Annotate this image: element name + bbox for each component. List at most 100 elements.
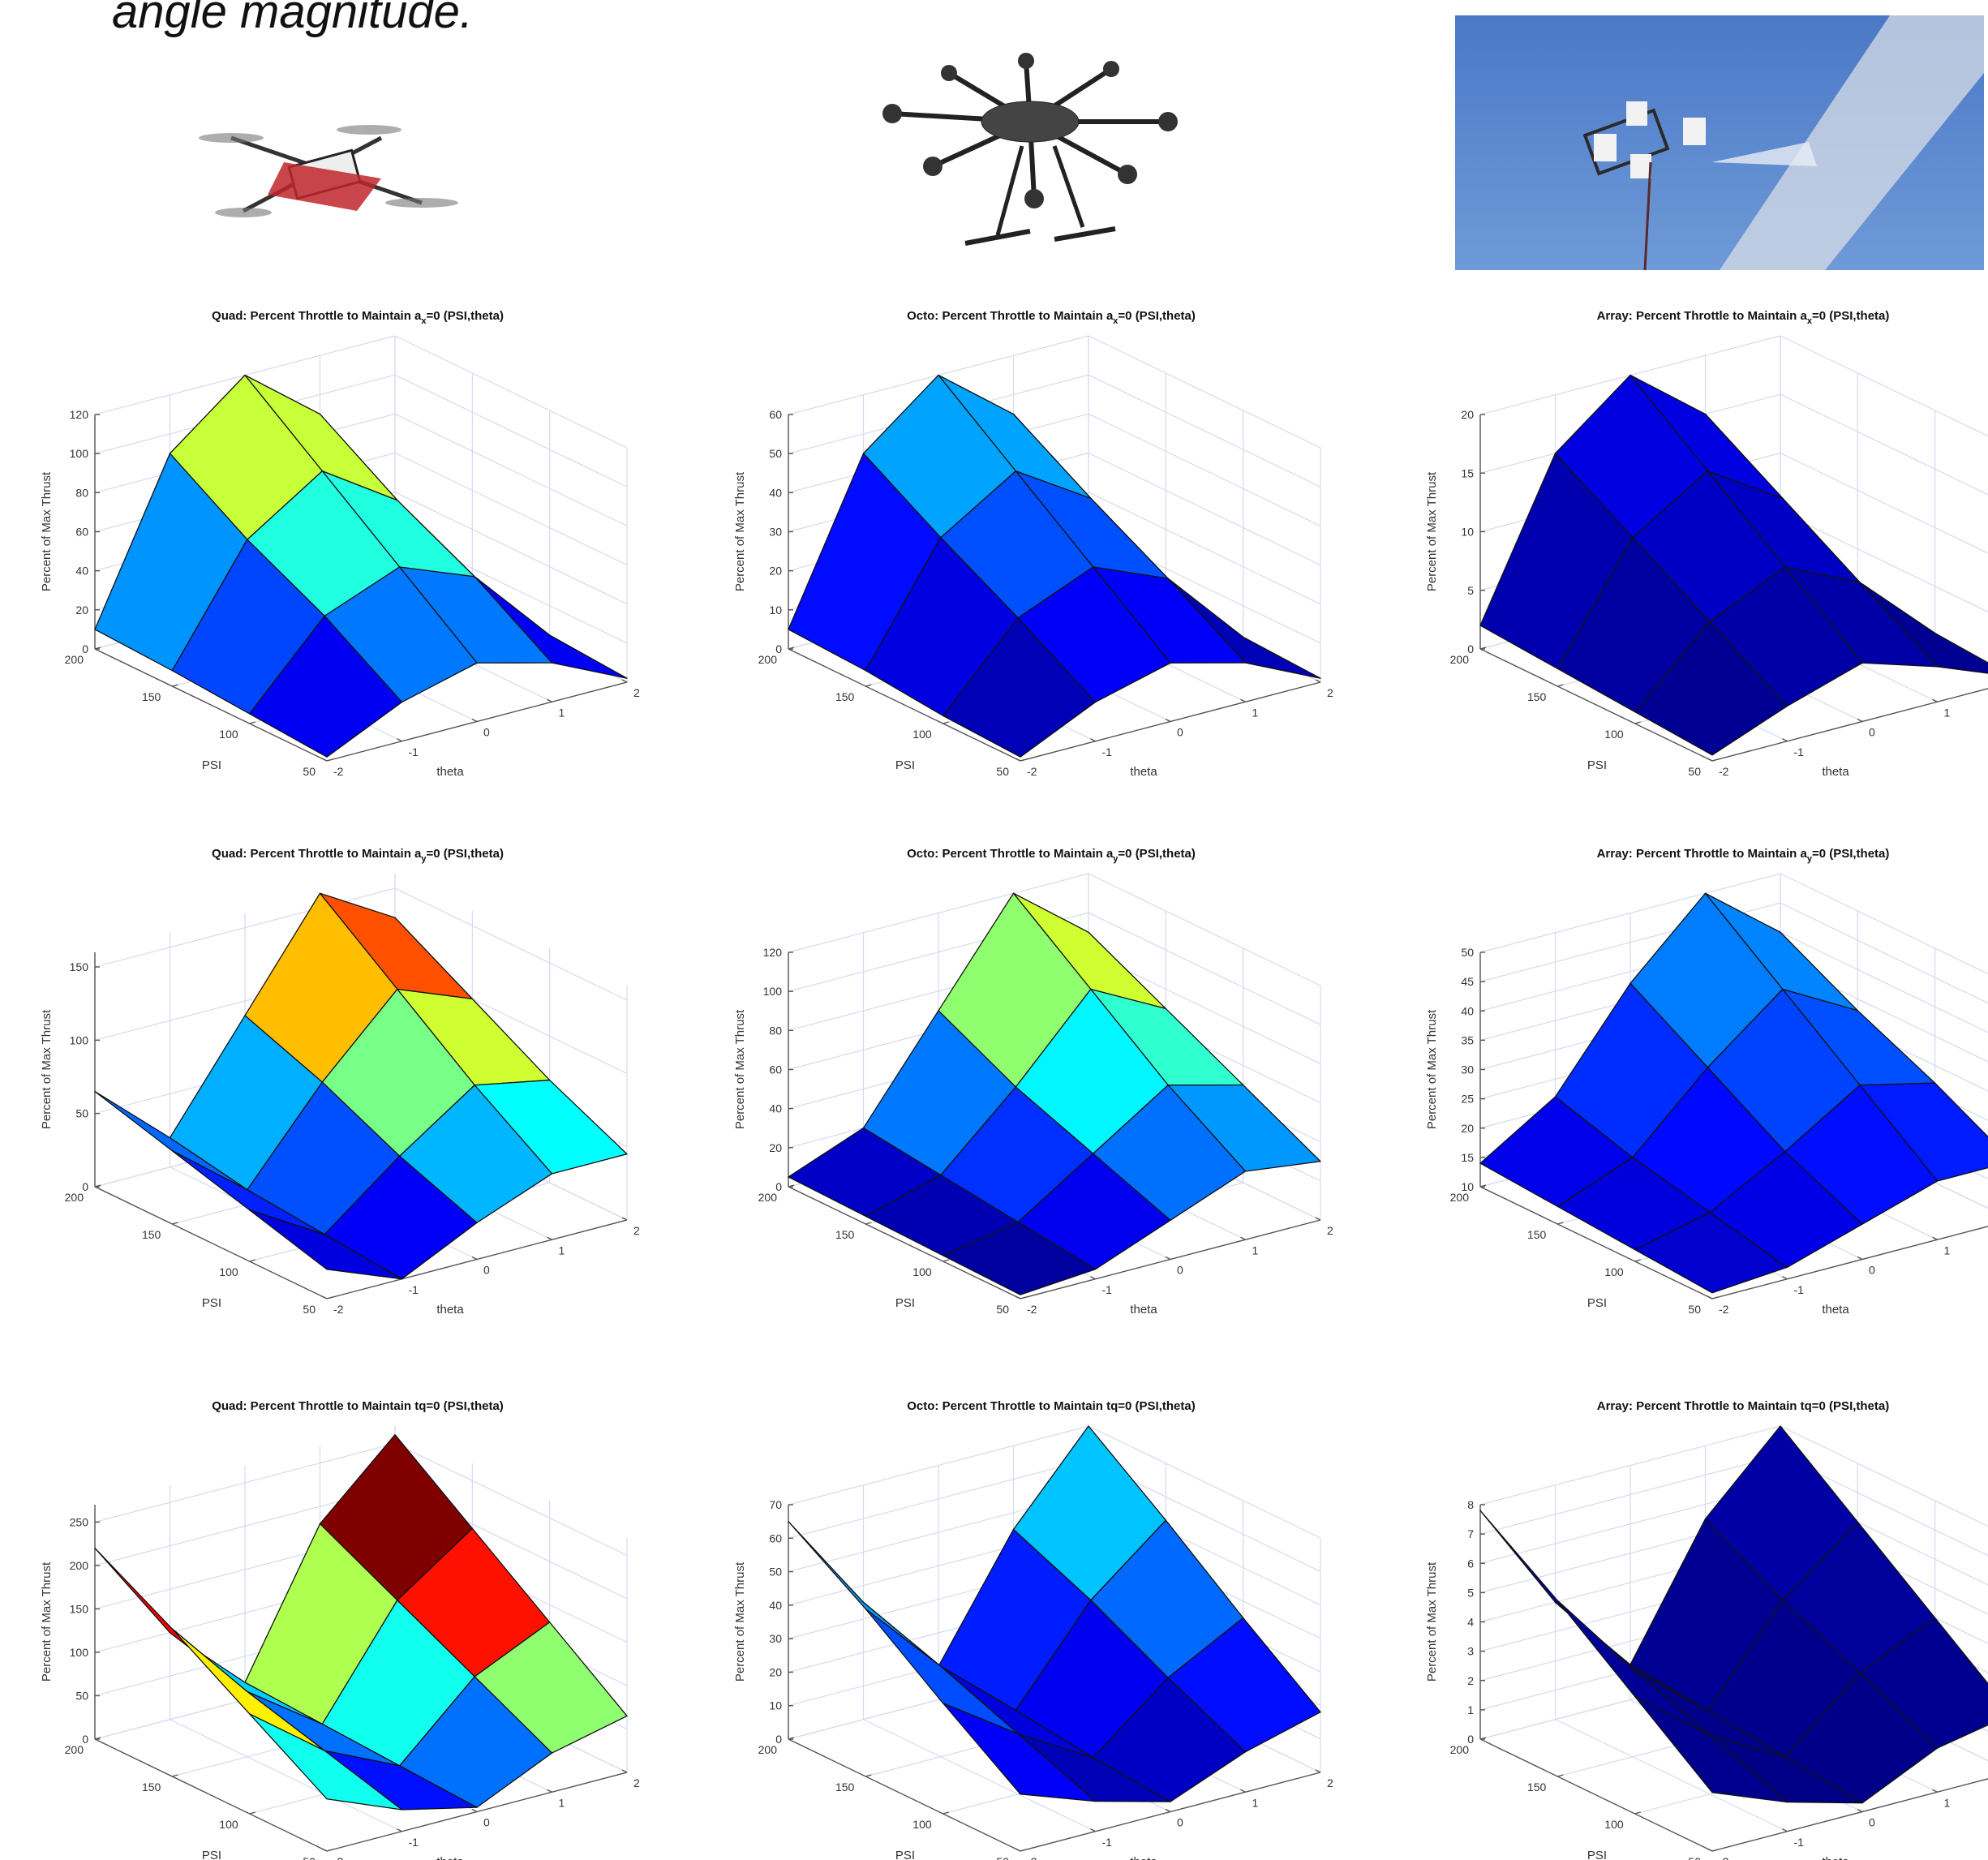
z-tick-label: 60 — [769, 408, 782, 421]
z-tick-label: 10 — [769, 1699, 782, 1712]
grid-line — [1780, 394, 1988, 506]
surface-chart: Array: Percent Throttle to Maintain ay=0… — [1425, 847, 1988, 1317]
z-tick-label: 20 — [1461, 408, 1474, 421]
tick-mark — [1635, 1812, 1641, 1814]
y-axis-label: PSI — [1587, 1296, 1607, 1310]
surface-chart: Array: Percent Throttle to Maintain ax=0… — [1425, 309, 1988, 779]
x-tick-label: 0 — [1177, 1264, 1183, 1277]
surface-chart: Quad: Percent Throttle to Maintain ay=0 … — [40, 847, 640, 1317]
tick-mark — [1091, 739, 1096, 741]
chart-title: Quad: Percent Throttle to Maintain tq=0 … — [212, 1399, 504, 1413]
tick-mark — [622, 1770, 627, 1772]
title-part: =0 (PSI,theta) — [427, 847, 504, 861]
tick-mark — [1166, 720, 1170, 722]
z-axis-label: Percent of Max Thrust — [1425, 1561, 1439, 1682]
slide: angle magnitude. — [0, 0, 1988, 1860]
tick-mark — [1712, 759, 1718, 761]
title-part: =0 (PSI,theta) — [1118, 309, 1195, 323]
tick-mark — [547, 699, 552, 702]
axis-line — [788, 1739, 1020, 1851]
x-tick-label: -2 — [1027, 1855, 1037, 1860]
z-axis-label: Percent of Max Thrust — [40, 471, 54, 591]
x-tick-label: 2 — [633, 1224, 640, 1237]
x-tick-label: 2 — [633, 1776, 640, 1789]
z-tick-label: 40 — [1461, 1004, 1474, 1017]
y-tick-label: 200 — [1450, 653, 1470, 666]
y-tick-label: 200 — [758, 1191, 778, 1204]
tick-mark — [1783, 1829, 1788, 1832]
tick-mark — [1933, 1237, 1938, 1239]
z-tick-label: 50 — [1461, 946, 1474, 959]
y-tick-label: 100 — [912, 728, 932, 741]
tick-mark — [472, 1810, 477, 1812]
tick-mark — [322, 758, 327, 761]
x-tick-label: -2 — [1719, 1303, 1729, 1316]
title-part: Octo: Percent Throttle to Maintain a — [907, 847, 1114, 861]
chart-title: Octo: Percent Throttle to Maintain ax=0 … — [907, 309, 1196, 326]
title-part: Array: Percent Throttle to Maintain a — [1597, 309, 1808, 323]
y-tick-label: 50 — [1688, 765, 1701, 778]
y-tick-label: 150 — [142, 690, 161, 703]
heading: angle magnitude. — [112, 0, 473, 38]
title-part: =0 (PSI,theta) — [1812, 309, 1889, 323]
y-axis-label: PSI — [202, 758, 221, 772]
page: {"header": {"text": "angle magnitude."},… — [0, 0, 1988, 1860]
octo-drone-photo — [882, 53, 1178, 243]
tick-mark — [327, 759, 333, 761]
tick-mark — [322, 1849, 327, 1851]
z-axis-label: Percent of Max Thrust — [40, 1009, 54, 1129]
y-tick-label: 50 — [303, 1855, 316, 1860]
tick-mark — [472, 720, 477, 722]
z-tick-label: 20 — [1461, 1122, 1474, 1135]
tick-mark — [172, 1222, 178, 1224]
x-tick-label: 0 — [1177, 1816, 1183, 1829]
z-tick-label: 150 — [70, 1602, 89, 1615]
tick-mark — [1857, 1257, 1862, 1260]
z-tick-label: 45 — [1461, 975, 1474, 988]
y-tick-label: 100 — [1604, 1265, 1624, 1278]
y-tick-label: 200 — [65, 1743, 84, 1756]
title-part: =0 (PSI,theta) — [1118, 847, 1195, 861]
z-axis-label: Percent of Max Thrust — [1425, 1009, 1439, 1129]
tick-mark — [1015, 1296, 1020, 1299]
y-tick-label: 150 — [142, 1781, 161, 1793]
x-tick-label: -2 — [1719, 1855, 1729, 1860]
tick-mark — [1316, 1218, 1320, 1220]
z-tick-label: 20 — [75, 604, 88, 616]
y-tick-label: 100 — [912, 1265, 932, 1278]
x-tick-label: -1 — [1794, 1836, 1805, 1849]
tick-mark — [397, 1829, 402, 1832]
z-tick-label: 70 — [769, 1498, 782, 1511]
chart-title: Array: Percent Throttle to Maintain tq=0… — [1597, 1399, 1889, 1413]
y-axis-label: PSI — [1587, 1849, 1607, 1860]
x-tick-label: 1 — [1944, 1244, 1951, 1256]
z-axis-label: Percent of Max Thrust — [1425, 471, 1439, 591]
z-tick-label: 40 — [769, 486, 782, 499]
grid-line — [1780, 336, 1988, 448]
tick-mark — [250, 722, 255, 724]
tick-mark — [397, 739, 402, 741]
x-tick-label: -1 — [1102, 745, 1113, 758]
z-tick-label: 60 — [769, 1531, 782, 1544]
surface-chart: Quad: Percent Throttle to Maintain ax=0 … — [40, 309, 640, 779]
z-tick-label: 20 — [769, 565, 782, 578]
surface-chart: Octo: Percent Throttle to Maintain tq=0 … — [733, 1399, 1333, 1860]
z-tick-label: 35 — [1461, 1033, 1474, 1046]
tick-mark — [1712, 1297, 1718, 1299]
z-tick-label: 100 — [70, 1646, 89, 1659]
x-axis-label: theta — [1822, 1855, 1849, 1860]
y-tick-label: 200 — [1450, 1743, 1470, 1756]
tick-mark — [327, 1849, 333, 1851]
x-axis-label: theta — [1130, 1303, 1157, 1317]
z-tick-label: 20 — [769, 1665, 782, 1678]
y-tick-label: 150 — [142, 1228, 161, 1241]
tick-mark — [1166, 1257, 1170, 1260]
z-axis-label: Percent of Max Thrust — [733, 471, 747, 591]
z-tick-label: 60 — [75, 526, 88, 539]
tick-mark — [622, 1218, 627, 1220]
surface-chart: Array: Percent Throttle to Maintain tq=0… — [1425, 1399, 1988, 1860]
x-tick-label: 1 — [1944, 706, 1951, 719]
chart-title: Octo: Percent Throttle to Maintain ay=0 … — [907, 847, 1196, 864]
tick-mark — [547, 1237, 552, 1239]
chart-title: Array: Percent Throttle to Maintain ax=0… — [1597, 309, 1890, 326]
